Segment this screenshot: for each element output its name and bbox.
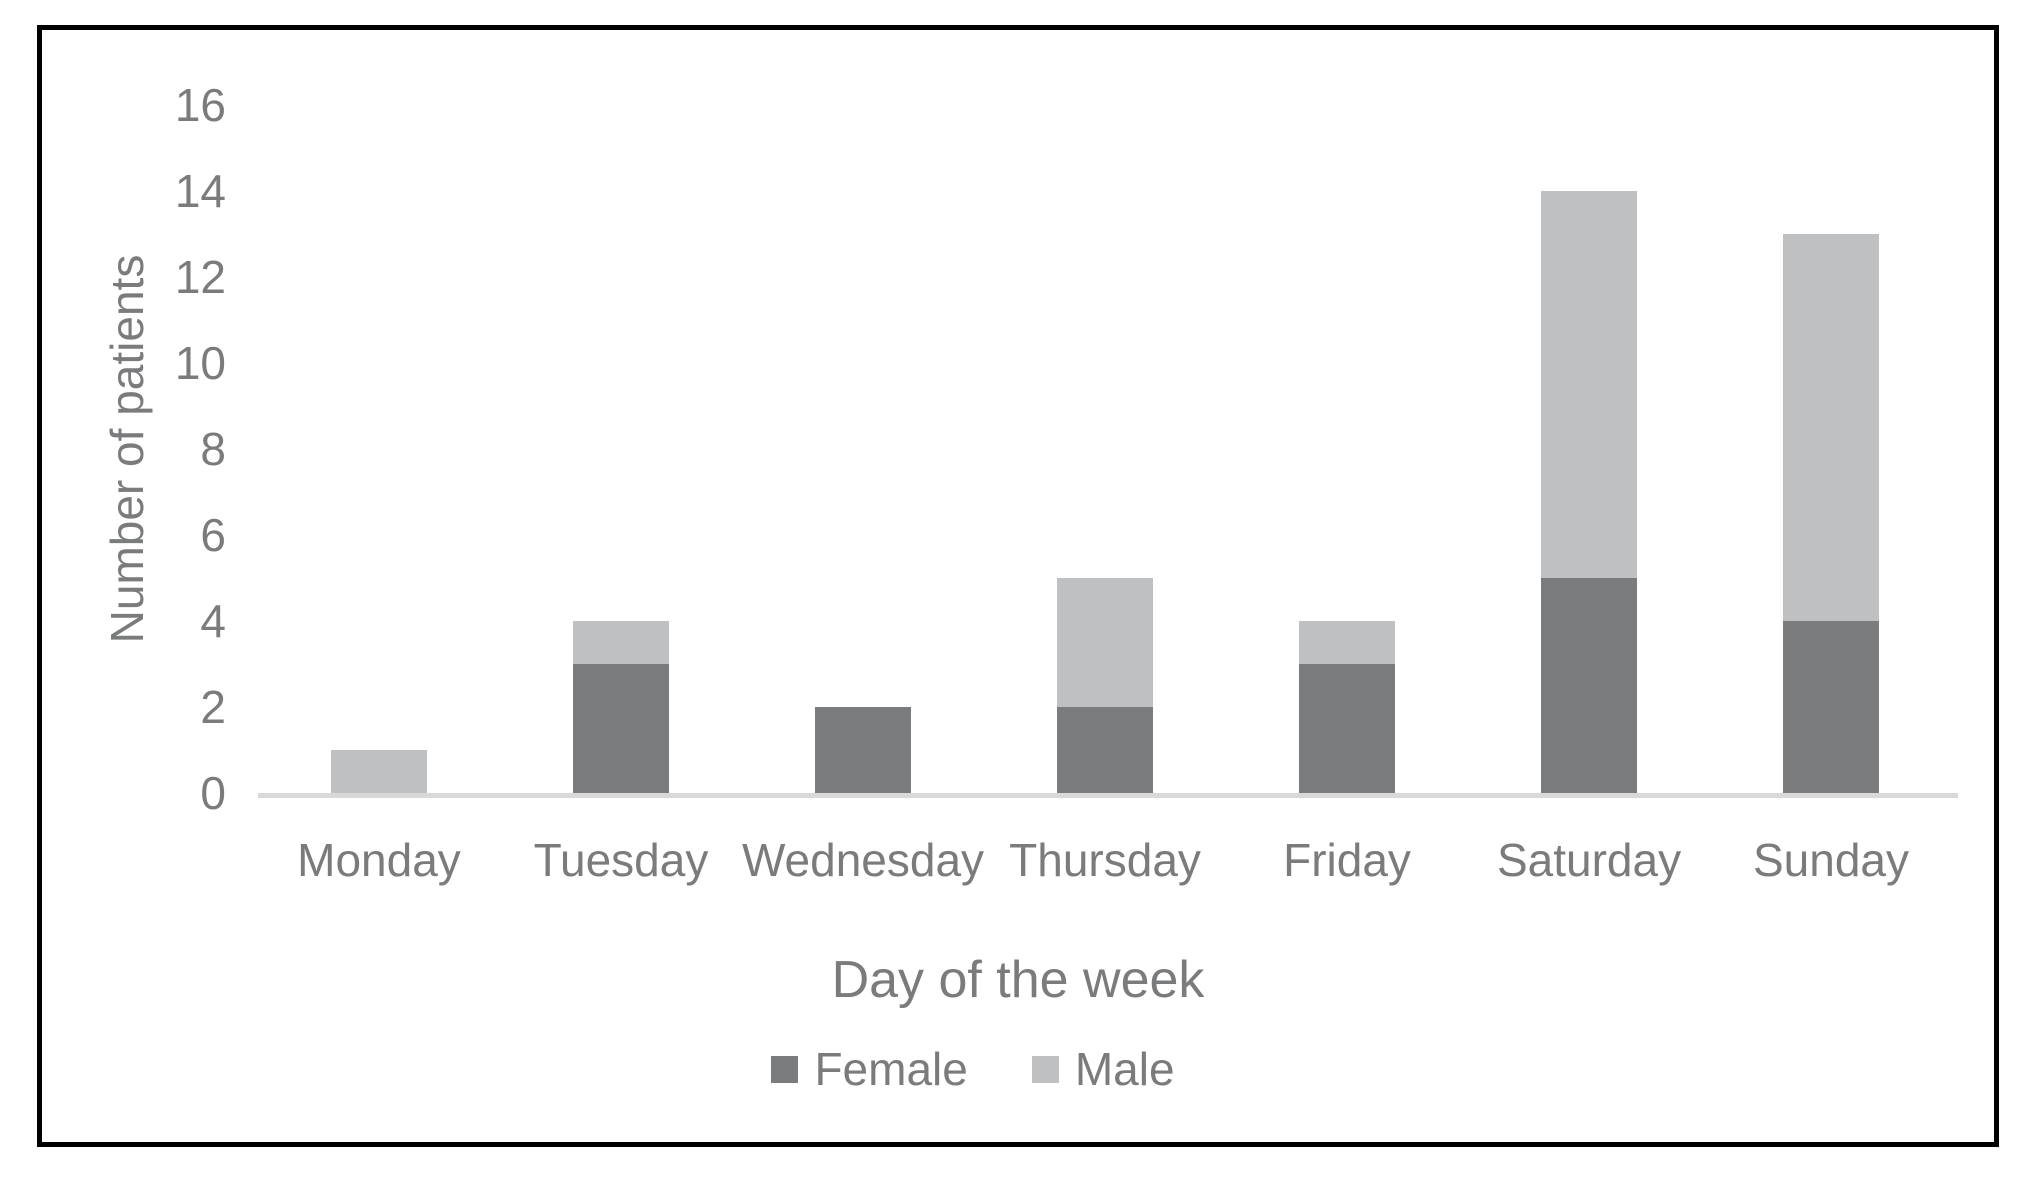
bar-segment-female-friday — [1299, 664, 1395, 793]
chart-legend: Female Male — [0, 1042, 1949, 1096]
x-label-tuesday: Tuesday — [533, 834, 709, 886]
y-tick-label-2: 2 — [200, 681, 226, 733]
bar-segment-male-thursday — [1057, 578, 1153, 707]
bar-segment-male-monday — [331, 750, 427, 793]
y-tick-label-16: 16 — [174, 79, 226, 131]
y-tick-label-4: 4 — [200, 595, 226, 647]
bar-segment-female-thursday — [1057, 707, 1153, 793]
legend-item-male: Male — [1031, 1042, 1175, 1096]
legend-swatch-male — [1031, 1055, 1059, 1083]
stacked-bar-sunday — [1783, 234, 1879, 793]
bar-segment-female-wednesday — [815, 707, 911, 793]
x-label-monday: Monday — [297, 834, 461, 886]
y-axis-tick-labels: 0 2 4 6 8 10 12 14 16 — [42, 79, 238, 819]
chart-frame: Number of patients 0 2 4 6 8 10 12 14 16 Monday T… — [37, 25, 1999, 1147]
category-slot-thursday — [984, 105, 1226, 793]
legend-label-female: Female — [814, 1043, 968, 1095]
stacked-bar-tuesday — [573, 621, 669, 793]
x-label-thursday: Thursday — [1009, 834, 1201, 886]
y-tick-label-0: 0 — [200, 767, 226, 819]
y-tick-label-14: 14 — [174, 165, 226, 217]
category-slot-monday — [258, 105, 500, 793]
stacked-bar-saturday — [1541, 191, 1637, 793]
bar-segment-male-saturday — [1541, 191, 1637, 578]
legend-item-female: Female — [771, 1042, 968, 1096]
stacked-bar-friday — [1299, 621, 1395, 793]
category-slot-saturday — [1468, 105, 1710, 793]
y-tick-label-12: 12 — [174, 251, 226, 303]
stacked-bar-monday — [331, 750, 427, 793]
bar-segment-female-sunday — [1783, 621, 1879, 793]
x-axis-baseline — [258, 793, 1958, 798]
category-slot-wednesday — [742, 105, 984, 793]
bar-segment-female-saturday — [1541, 578, 1637, 793]
stacked-bar-chart: Number of patients 0 2 4 6 8 10 12 14 16 Monday T… — [42, 30, 1994, 1142]
category-slot-friday — [1226, 105, 1468, 793]
bar-segment-female-tuesday — [573, 664, 669, 793]
bar-segment-male-sunday — [1783, 234, 1879, 621]
stacked-bar-wednesday — [815, 707, 911, 793]
plot-area — [258, 105, 1952, 793]
x-label-friday: Friday — [1283, 834, 1411, 886]
category-slot-tuesday — [500, 105, 742, 793]
y-tick-label-8: 8 — [200, 423, 226, 475]
x-axis-title: Day of the week — [831, 951, 1205, 1009]
legend-label-male: Male — [1074, 1043, 1175, 1095]
y-tick-label-10: 10 — [174, 337, 226, 389]
x-label-saturday: Saturday — [1496, 834, 1682, 886]
bar-segment-male-tuesday — [573, 621, 669, 664]
x-axis-category-labels: Monday Tuesday Wednesday Thursday Friday Satu… — [258, 832, 1952, 888]
x-label-wednesday: Wednesday — [741, 834, 985, 886]
bar-segment-male-friday — [1299, 621, 1395, 664]
y-tick-label-6: 6 — [200, 509, 226, 561]
legend-swatch-female — [771, 1055, 799, 1083]
stacked-bar-thursday — [1057, 578, 1153, 793]
category-slot-sunday — [1710, 105, 1952, 793]
x-label-sunday: Sunday — [1753, 834, 1910, 886]
